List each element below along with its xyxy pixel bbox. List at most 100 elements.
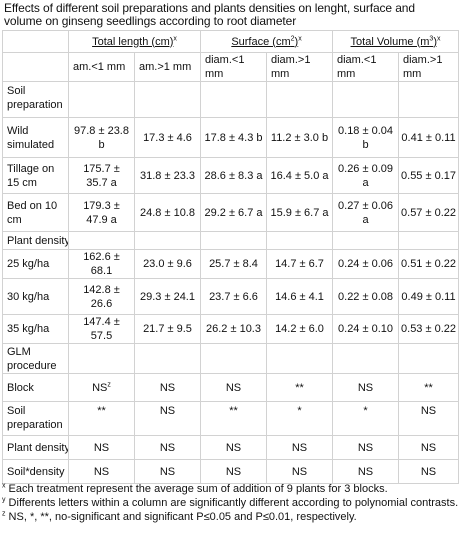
table-cell: NS [68, 459, 135, 484]
table-row: 30 kg/ha 142.8 ± 26.6 29.3 ± 24.1 23.7 ±… [2, 278, 460, 315]
table-cell: 21.7 ± 9.5 [134, 314, 201, 344]
table-cell: NS [134, 401, 201, 436]
subheader-empty [2, 52, 69, 82]
subheader-cell: am.<1 mm [68, 52, 135, 82]
table-row: Plant density NS NS NS NS NS NS [2, 435, 460, 460]
row-label: 35 kg/ha [2, 314, 69, 344]
table-cell: ** [200, 401, 267, 436]
table-cell: NS [266, 435, 333, 460]
section-row-density: Plant density [2, 231, 460, 250]
row-label: Soil preparation [2, 401, 69, 436]
section-row-glm: GLM procedure [2, 343, 460, 374]
section-label: GLM procedure [2, 343, 69, 374]
table-row: Block NSz NS NS ** NS ** [2, 373, 460, 402]
table-cell: 29.3 ± 24.1 [134, 278, 201, 315]
table-row: Tillage on 15 cm 175.7 ± 35.7 a 31.8 ± 2… [2, 157, 460, 194]
table-cell: * [332, 401, 399, 436]
footnote: y Differents letters within a column are… [2, 496, 459, 509]
row-label: Wild simulated [2, 117, 69, 158]
table-cell: NS [134, 373, 201, 402]
table-cell: 26.2 ± 10.3 [200, 314, 267, 344]
table-cell: 147.4 ± 57.5 [68, 314, 135, 344]
row-label: Plant density [2, 435, 69, 460]
table-cell: 14.6 ± 4.1 [266, 278, 333, 315]
table-cell: NS [200, 373, 267, 402]
footnote: z NS, *, **, no-significant and signific… [2, 510, 357, 523]
subheader-cell: diam.>1 mm [266, 52, 333, 82]
table-cell: NS [397, 435, 460, 460]
footnote: x Each treatment represent the average s… [2, 482, 388, 495]
footnotes: x Each treatment represent the average s… [2, 482, 458, 524]
table-cell: NS [200, 435, 267, 460]
table-cell: 142.8 ± 26.6 [68, 278, 135, 315]
table-cell: 0.55 ± 0.17 [397, 157, 460, 194]
table-cell: NS [266, 459, 333, 484]
header-total-volume: Total Volume (m3)x [331, 30, 460, 53]
table-cell: 17.8 ± 4.3 b [200, 117, 267, 158]
table-cell: 14.7 ± 6.7 [266, 249, 333, 279]
table-cell: 97.8 ± 23.8 b [68, 117, 135, 158]
table-cell: 0.57 ± 0.22 [397, 193, 460, 232]
table-row: Soil preparation ** NS ** * * NS [2, 401, 460, 436]
table-cell: NS [332, 459, 399, 484]
table-cell: 23.0 ± 9.6 [134, 249, 201, 279]
table-cell: 16.4 ± 5.0 a [266, 157, 333, 194]
results-table: Total length (cm)x Surface (cm2)x Total … [2, 30, 460, 484]
table-cell: 14.2 ± 6.0 [266, 314, 333, 344]
header-empty [2, 30, 69, 53]
header-total-length: Total length (cm)x [68, 30, 201, 53]
section-row-soil: Soil preparation [2, 81, 460, 118]
row-label: 25 kg/ha [2, 249, 69, 279]
table-cell: 0.24 ± 0.06 [332, 249, 399, 279]
table-cell: ** [397, 373, 460, 402]
table-cell: 29.2 ± 6.7 a [200, 193, 267, 232]
table-cell: NS [397, 401, 460, 436]
section-label: Soil preparation [2, 81, 69, 118]
table-row: Bed on 10 cm 179.3 ± 47.9 a 24.8 ± 10.8 … [2, 193, 460, 232]
table-cell: 0.51 ± 0.22 [397, 249, 460, 279]
row-label: Soil*density [2, 459, 69, 484]
table-cell: 0.41 ± 0.11 [397, 117, 460, 158]
table-cell: 25.7 ± 8.4 [200, 249, 267, 279]
table-cell: 24.8 ± 10.8 [134, 193, 201, 232]
row-label: Bed on 10 cm [2, 193, 69, 232]
table-cell: 11.2 ± 3.0 b [266, 117, 333, 158]
table-title: Effects of different soil preparations a… [4, 1, 415, 28]
table-cell: NS [397, 459, 460, 484]
row-label: 30 kg/ha [2, 278, 69, 315]
table-cell: NS [134, 435, 201, 460]
subheader-cell: diam.<1 mm [200, 52, 267, 82]
row-label: Tillage on 15 cm [2, 157, 69, 194]
table-cell: 162.6 ± 68.1 [68, 249, 135, 279]
table-cell: 0.26 ± 0.09 a [332, 157, 399, 194]
table-cell: 179.3 ± 47.9 a [68, 193, 135, 232]
table-row: Soil*density NS NS NS NS NS NS [2, 459, 460, 484]
subheader-cell: diam.>1 mm [397, 52, 460, 82]
table-row: 25 kg/ha 162.6 ± 68.1 23.0 ± 9.6 25.7 ± … [2, 249, 460, 279]
table-cell: 0.49 ± 0.11 [397, 278, 460, 315]
table-cell: 17.3 ± 4.6 [134, 117, 201, 158]
subheader-row: am.<1 mm am.>1 mm diam.<1 mm diam.>1 mm … [2, 52, 460, 82]
subheader-cell: am.>1 mm [134, 52, 201, 82]
table-cell: NSz [68, 373, 135, 402]
table-cell: NS [332, 373, 399, 402]
table-cell: 23.7 ± 6.6 [200, 278, 267, 315]
table-cell: 0.24 ± 0.10 [332, 314, 399, 344]
header-surface: Surface (cm2)x [200, 30, 333, 53]
row-label: Block [2, 373, 69, 402]
table-cell: 175.7 ± 35.7 a [68, 157, 135, 194]
table-cell: NS [200, 459, 267, 484]
table-cell: 0.53 ± 0.22 [397, 314, 460, 344]
table-cell: 0.27 ± 0.06 a [332, 193, 399, 232]
table-cell: 0.18 ± 0.04 b [332, 117, 399, 158]
table-cell: * [266, 401, 333, 436]
table-row: Wild simulated 97.8 ± 23.8 b 17.3 ± 4.6 … [2, 117, 460, 158]
table-cell: 28.6 ± 8.3 a [200, 157, 267, 194]
table-row: 35 kg/ha 147.4 ± 57.5 21.7 ± 9.5 26.2 ± … [2, 314, 460, 344]
table-cell: 0.22 ± 0.08 [332, 278, 399, 315]
table-cell: 31.8 ± 23.3 [134, 157, 201, 194]
table-cell: NS [332, 435, 399, 460]
subheader-cell: diam.<1 mm [332, 52, 399, 82]
table-cell: NS [68, 435, 135, 460]
